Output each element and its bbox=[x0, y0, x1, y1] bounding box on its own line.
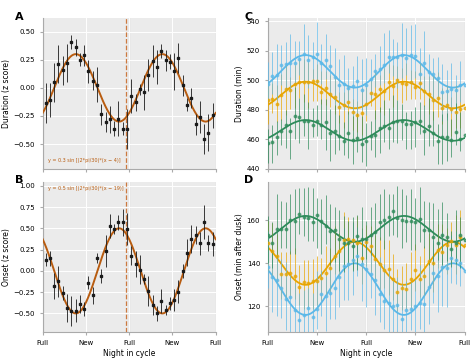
Y-axis label: Duration (z score): Duration (z score) bbox=[2, 59, 11, 128]
X-axis label: Night in cycle: Night in cycle bbox=[103, 348, 155, 358]
Text: A: A bbox=[15, 12, 24, 22]
Y-axis label: Duration (min): Duration (min) bbox=[235, 65, 244, 122]
Text: D: D bbox=[244, 175, 254, 185]
Y-axis label: Onset (min after dusk): Onset (min after dusk) bbox=[235, 213, 244, 300]
Y-axis label: Onset (z score): Onset (z score) bbox=[2, 228, 11, 286]
X-axis label: Night in cycle: Night in cycle bbox=[340, 348, 392, 358]
Text: B: B bbox=[15, 175, 23, 185]
Text: y = 0.5 sin [(2*pi/30)*(x − 19)]: y = 0.5 sin [(2*pi/30)*(x − 19)] bbox=[48, 186, 123, 191]
Text: C: C bbox=[244, 12, 252, 22]
Text: y = 0.3 sin [(2*pi/30)*(x − 4)]: y = 0.3 sin [(2*pi/30)*(x − 4)] bbox=[48, 158, 120, 163]
